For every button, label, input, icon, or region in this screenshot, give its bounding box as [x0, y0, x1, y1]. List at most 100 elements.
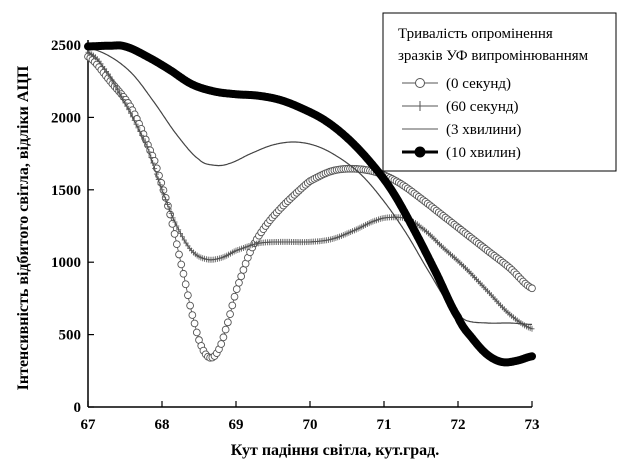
- y-tick-label: 500: [59, 328, 82, 344]
- data-point: [235, 278, 243, 287]
- data-point: [126, 106, 132, 113]
- data-point: [219, 333, 228, 342]
- data-point: [148, 154, 154, 161]
- data-point: [172, 240, 181, 249]
- data-point: [118, 93, 124, 100]
- data-point: [177, 260, 186, 269]
- data-point: [175, 250, 183, 259]
- y-tick-label: 1500: [51, 183, 81, 199]
- y-axis-title: Інтенсивність відбитого світла, відліки …: [15, 65, 32, 390]
- legend-label: (60 секунд): [446, 99, 518, 115]
- data-point: [122, 99, 128, 106]
- data-point: [124, 103, 130, 110]
- data-point: [111, 80, 117, 87]
- legend: Тривалість опромінення зразків УФ випром…: [382, 12, 617, 172]
- data-point: [170, 230, 179, 238]
- legend-box: [382, 12, 617, 172]
- data-point: [226, 310, 234, 318]
- y-tick-label: 1000: [51, 255, 81, 271]
- data-point: [131, 117, 137, 124]
- legend-swatch-marker: [415, 78, 425, 88]
- data-point: [186, 301, 194, 310]
- data-point: [137, 128, 143, 135]
- legend-entry-1: (60 секунд): [402, 99, 518, 115]
- data-point: [153, 171, 159, 178]
- data-point: [141, 136, 146, 143]
- data-point: [168, 210, 174, 217]
- x-tick-label: 67: [81, 417, 97, 433]
- legend-entry-2: (3 хвилини): [402, 122, 521, 138]
- data-point: [170, 214, 176, 221]
- legend-entry-0: (0 секунд): [402, 76, 511, 92]
- data-point: [179, 269, 188, 278]
- y-tick-label: 0: [74, 400, 82, 416]
- data-point: [109, 76, 115, 83]
- data-point: [115, 86, 121, 93]
- data-point: [221, 325, 230, 334]
- data-point: [120, 96, 126, 103]
- legend-label: (3 хвилини): [446, 122, 521, 138]
- data-point: [161, 191, 167, 198]
- data-point: [155, 176, 161, 183]
- y-tick-label: 2000: [51, 110, 81, 126]
- data-point: [113, 83, 119, 90]
- data-point: [165, 201, 171, 208]
- x-tick-label: 72: [451, 417, 466, 433]
- data-point: [135, 124, 141, 131]
- data-point: [178, 230, 183, 237]
- data-point: [190, 319, 199, 328]
- data-point: [128, 110, 134, 117]
- data-point: [217, 340, 226, 348]
- data-point: [529, 325, 535, 332]
- data-point: [163, 196, 169, 203]
- data-point: [184, 291, 192, 300]
- data-point: [133, 121, 139, 128]
- data-point: [239, 266, 248, 274]
- legend-label: (10 хвилин): [446, 145, 521, 161]
- data-point: [179, 233, 185, 240]
- data-point: [152, 165, 158, 172]
- data-point: [181, 237, 187, 244]
- data-point: [150, 159, 156, 166]
- data-point: [172, 219, 178, 226]
- data-point: [142, 139, 148, 146]
- data-point: [230, 292, 239, 301]
- series-0: [84, 52, 536, 362]
- data-point: [166, 206, 172, 213]
- data-point: [181, 280, 190, 289]
- data-point: [157, 181, 163, 188]
- x-tick-label: 73: [525, 417, 540, 433]
- data-point: [144, 143, 150, 150]
- legend-title-line1: Тривалість опромінення: [398, 26, 553, 42]
- data-point: [159, 186, 165, 193]
- data-point: [174, 223, 180, 229]
- x-tick-label: 68: [155, 417, 170, 433]
- x-tick-label: 70: [303, 417, 318, 433]
- axes: 67 68 69 70 71 72 73 0 500 1000 1500 2000 2500: [51, 38, 540, 433]
- data-point: [129, 113, 135, 120]
- series-3: [84, 41, 536, 367]
- series-line: [84, 41, 536, 367]
- x-tick-label: 71: [377, 417, 392, 433]
- data-point: [232, 285, 241, 293]
- data-point: [192, 328, 201, 337]
- data-point: [528, 284, 536, 293]
- legend-title-line2: зразків УФ випромінюванням: [398, 48, 589, 64]
- data-point: [237, 272, 246, 281]
- data-point: [146, 148, 152, 155]
- series-1: [85, 49, 535, 332]
- legend-label: (0 секунд): [446, 76, 511, 92]
- x-axis-title: Кут падіння світла, кут.град.: [231, 442, 439, 459]
- data-point: [228, 301, 237, 310]
- y-tick-label: 2500: [51, 38, 81, 54]
- data-point: [139, 132, 145, 139]
- legend-swatch-marker: [414, 146, 426, 158]
- data-point: [176, 226, 182, 233]
- series-layer: [84, 41, 536, 367]
- data-point: [188, 311, 197, 319]
- legend-entry-3: (10 хвилин): [402, 145, 521, 161]
- x-tick-label: 69: [229, 417, 244, 433]
- data-point: [224, 318, 232, 327]
